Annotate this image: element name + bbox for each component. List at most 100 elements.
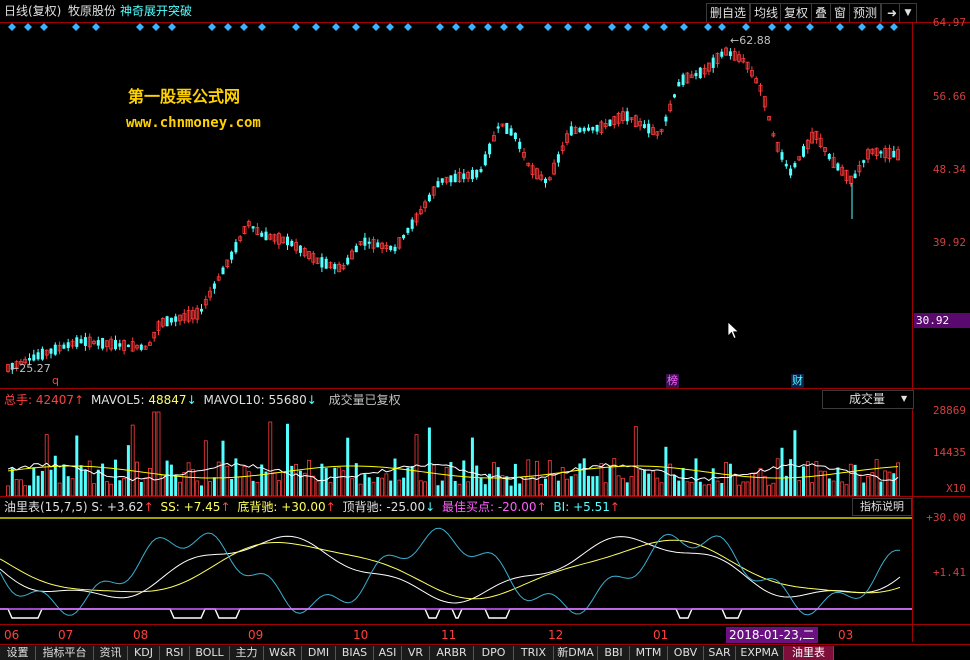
- candle-body: [341, 264, 346, 270]
- price-chart[interactable]: [0, 23, 912, 388]
- marker-finance[interactable]: 财: [791, 374, 804, 388]
- volume-axis-label: 28869: [932, 404, 966, 417]
- candle-body: [358, 241, 363, 245]
- candle-body: [892, 150, 896, 158]
- tab-8[interactable]: W&R: [264, 646, 302, 660]
- watermark-title: 第一股票公式网: [128, 87, 241, 106]
- candle-body: [156, 321, 161, 331]
- volume-bar: [53, 455, 57, 496]
- candle-body: [216, 276, 221, 281]
- candle-body: [418, 209, 423, 215]
- tab-3[interactable]: 资讯: [94, 646, 128, 660]
- volume-bar: [389, 480, 393, 496]
- volume-bar: [393, 458, 397, 496]
- forecast-button[interactable]: 预测: [849, 3, 882, 23]
- volume-bar: [427, 427, 431, 496]
- tab-9[interactable]: DMI: [302, 646, 336, 660]
- candle-body: [44, 349, 49, 356]
- volume-bar: [470, 437, 474, 496]
- triangle-down-icon[interactable]: ▼: [899, 3, 917, 23]
- time-label: 03: [838, 628, 854, 642]
- volume-bar: [436, 485, 440, 496]
- time-label: 08: [133, 628, 149, 642]
- tab-21[interactable]: EXPMA: [736, 646, 784, 660]
- tab-4[interactable]: KDJ: [128, 646, 160, 660]
- adjust-price-button[interactable]: 复权: [780, 3, 813, 23]
- tab-12[interactable]: VR: [402, 646, 430, 660]
- tab-13[interactable]: ARBR: [430, 646, 474, 660]
- candle-body: [491, 135, 496, 142]
- marker-rank[interactable]: 榜: [666, 374, 679, 388]
- candle-body: [836, 163, 840, 171]
- tab-15[interactable]: TRIX: [514, 646, 554, 660]
- tab-20[interactable]: SAR: [704, 646, 736, 660]
- tab-2[interactable]: 指标平台: [36, 646, 94, 660]
- tab-5[interactable]: RSI: [160, 646, 190, 660]
- signal-diamond-icon: [642, 23, 650, 31]
- candle-body: [92, 340, 96, 344]
- tab-22[interactable]: 油里表: [784, 646, 834, 660]
- volume-bar: [857, 474, 862, 496]
- candle-body: [814, 130, 819, 140]
- candle-body: [802, 146, 805, 157]
- time-label: 07: [58, 628, 74, 642]
- overlay-button[interactable]: 叠: [811, 3, 832, 23]
- volume-bar: [862, 482, 866, 496]
- candle-body: [32, 354, 36, 361]
- window-button[interactable]: 窗: [830, 3, 851, 23]
- volume-chart[interactable]: [0, 408, 912, 496]
- candle-body: [251, 226, 255, 229]
- volume-bar: [101, 463, 105, 496]
- tab-7[interactable]: 主力: [230, 646, 264, 660]
- volume-bar: [268, 421, 273, 496]
- volume-bar: [160, 474, 165, 496]
- candle-body: [565, 133, 569, 143]
- volume-bar: [797, 480, 802, 496]
- volume-bar: [358, 483, 363, 496]
- volume-bar: [418, 480, 423, 496]
- marker-q[interactable]: q: [52, 374, 59, 387]
- volume-bar: [758, 467, 763, 496]
- tab-10[interactable]: BIAS: [336, 646, 374, 660]
- tab-14[interactable]: DPO: [474, 646, 514, 660]
- candle-body: [406, 227, 410, 233]
- tab-16[interactable]: 新DMA: [554, 646, 598, 660]
- tab-6[interactable]: BOLL: [190, 646, 230, 660]
- volume-bar: [702, 484, 707, 496]
- candle-body: [272, 234, 277, 242]
- price-axis-label: 48.34: [932, 163, 966, 176]
- volume-bar: [479, 477, 483, 496]
- candle-body: [281, 236, 286, 244]
- volume-panel-bottom: [0, 496, 970, 497]
- tab-11[interactable]: ASI: [374, 646, 402, 660]
- candle-body: [513, 132, 517, 140]
- moving-average-button[interactable]: 均线: [750, 3, 783, 23]
- volume-bar: [810, 482, 814, 496]
- remove-watchlist-button[interactable]: 删自选: [706, 3, 751, 23]
- volume-bar: [208, 481, 213, 496]
- tab-1[interactable]: 设置: [0, 646, 36, 660]
- volume-indicator-select[interactable]: 成交量 ▼: [822, 390, 914, 409]
- volume-bar: [294, 463, 299, 496]
- volume-bar: [732, 474, 737, 496]
- volume-bar: [664, 446, 668, 496]
- candle-body: [595, 124, 599, 132]
- tab-17[interactable]: BBI: [598, 646, 630, 660]
- candle-body: [844, 169, 849, 182]
- candle-body: [840, 166, 845, 176]
- candle-body: [178, 314, 182, 322]
- indicator-help-button[interactable]: 指标说明: [852, 498, 912, 516]
- volume-bar: [290, 465, 294, 496]
- candle-body: [737, 54, 741, 62]
- tab-18[interactable]: MTM: [630, 646, 668, 660]
- signal-diamond-icon: [584, 23, 592, 31]
- candle-body: [62, 344, 66, 349]
- signal-diamond-icon: [858, 23, 866, 31]
- signal-diamond-icon: [136, 23, 144, 31]
- indicator-chart[interactable]: [0, 514, 912, 624]
- candle-body: [18, 361, 23, 365]
- tab-19[interactable]: OBV: [668, 646, 704, 660]
- period-label: 日线(复权): [4, 4, 62, 18]
- candle-body: [767, 116, 771, 121]
